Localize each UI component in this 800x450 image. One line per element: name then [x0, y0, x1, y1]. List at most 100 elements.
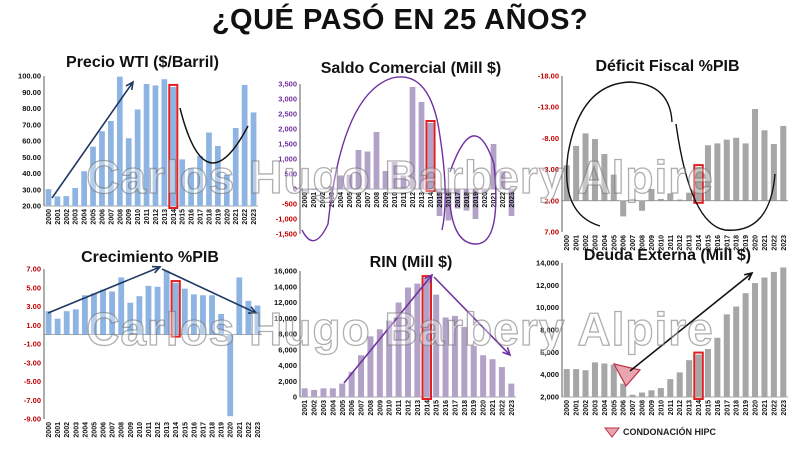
x-tick-label: 2021	[762, 400, 769, 416]
bar-2021	[761, 277, 768, 397]
bar-2017	[451, 315, 458, 397]
chart-crecimiento: -9.00 -7.00 -5.00 -3.00 -1.00 1.00 3.00 5.00 7.0…	[24, 265, 262, 438]
x-tick-label: 2022	[771, 235, 778, 251]
x-tick-label: 2013	[162, 209, 169, 225]
highlight-box	[170, 280, 181, 338]
bar-2011	[667, 193, 674, 201]
x-tick-label: 2008	[640, 400, 647, 416]
arrow-head	[744, 271, 754, 281]
x-tick-label: 2009	[128, 422, 135, 438]
x-tick-label: 2008	[368, 400, 375, 416]
y-tick-label: 70.00	[22, 120, 41, 129]
y-tick-label: -500	[282, 200, 297, 209]
bar-2003	[72, 309, 79, 335]
x-tick-label: 2016	[715, 400, 722, 416]
x-tick-label: 2022	[500, 192, 507, 208]
x-tick-label: 2002	[312, 400, 319, 416]
bar-2008	[116, 76, 123, 207]
y-tick-label: 3.00	[26, 302, 41, 311]
x-tick-label: 2022	[242, 209, 249, 225]
bar-2011	[145, 285, 152, 335]
bar-2004	[337, 175, 344, 189]
x-tick-label: 2012	[410, 192, 417, 208]
x-tick-label: 2007	[630, 235, 637, 251]
x-tick-label: 2010	[658, 400, 665, 416]
y-tick-label: 2,000	[540, 393, 559, 402]
bar-2008	[367, 336, 374, 397]
x-tick-label: 2018	[210, 422, 217, 438]
bar-2007	[629, 198, 636, 201]
x-tick-label: 2023	[255, 422, 262, 438]
bar-2016	[445, 189, 452, 221]
bar-2009	[125, 138, 132, 206]
x-tick-label: 2014	[696, 400, 703, 416]
bar-2007	[109, 291, 116, 335]
bar-2007	[364, 151, 371, 189]
x-tick-label: 2016	[443, 400, 450, 416]
bar-2001	[54, 318, 61, 335]
x-tick-label: 2008	[119, 422, 126, 438]
x-tick-label: 2006	[101, 422, 108, 438]
bar-2009	[127, 302, 134, 335]
bar-2004	[329, 388, 336, 397]
bar-2016	[714, 143, 721, 201]
bar-2010	[657, 198, 664, 201]
x-tick-label: 2006	[99, 209, 106, 225]
bar-2019	[742, 293, 749, 397]
bar-2012	[676, 199, 683, 201]
y-tick-label: -1,000	[276, 215, 297, 224]
x-tick-label: 2010	[137, 422, 144, 438]
y-tick-label: -13.00	[538, 103, 559, 112]
x-tick-label: 2019	[743, 400, 750, 416]
y-tick-label: 7.00	[26, 265, 41, 274]
trend-arrow-up	[51, 81, 134, 199]
chart-title-crecimiento: Crecimiento %PIB	[81, 249, 219, 266]
x-tick-label: 2023	[509, 400, 516, 416]
bar-2015	[436, 189, 443, 216]
x-tick-label: 2001	[302, 400, 309, 416]
bar-2007	[358, 355, 365, 397]
y-tick-label: 3,500	[278, 80, 297, 89]
x-tick-label: 2014	[171, 209, 178, 225]
bar-2012	[152, 85, 159, 206]
y-tick-label: 16,000	[274, 267, 297, 276]
arrow-head	[424, 273, 434, 283]
arrow-head	[125, 80, 135, 91]
x-tick-label: 2011	[401, 192, 408, 207]
x-tick-label: 2011	[396, 400, 403, 415]
arc-down	[675, 123, 776, 231]
bar-2020	[752, 109, 759, 201]
chart-title-precio-wti: Precio WTI ($/Barril)	[66, 54, 219, 71]
bar-2001	[573, 369, 580, 397]
y-tick-label: 60.00	[22, 137, 41, 146]
y-tick-label: 100.00	[18, 72, 41, 81]
x-tick-label: 2000	[46, 422, 53, 438]
trend-arrow-up	[343, 274, 433, 384]
x-tick-label: 2003	[592, 235, 599, 251]
y-tick-label: 2.00	[544, 196, 559, 205]
bar-2021	[490, 144, 497, 189]
trend-arrow-down	[161, 268, 257, 314]
x-tick-label: 2016	[191, 422, 198, 438]
y-tick-label: 90.00	[22, 88, 41, 97]
x-tick-label: 2012	[153, 209, 160, 225]
y-tick-label: 0	[293, 185, 297, 194]
bar-2020	[223, 174, 230, 206]
bar-2008	[373, 132, 380, 189]
x-tick-label: 2018	[734, 400, 741, 416]
bar-2021	[761, 130, 768, 201]
panel-deuda-externa: Deuda Externa (Mill $) 2,000 4,000 6,000 8,…	[520, 243, 795, 428]
chart-title-rin: RIN (Mill $)	[369, 254, 453, 271]
trend-arrow-up	[47, 266, 161, 314]
x-tick-label: 2013	[419, 192, 426, 208]
bar-2010	[391, 162, 398, 189]
bar-2019	[470, 345, 477, 397]
bar-2013	[418, 102, 425, 189]
x-tick-label: 2019	[215, 209, 222, 225]
y-tick-label: -9.00	[24, 415, 41, 424]
bar-2008	[639, 392, 646, 397]
bar-2004	[81, 171, 87, 206]
x-tick-label: 2012	[677, 235, 684, 251]
x-tick-label: 2015	[180, 209, 187, 225]
